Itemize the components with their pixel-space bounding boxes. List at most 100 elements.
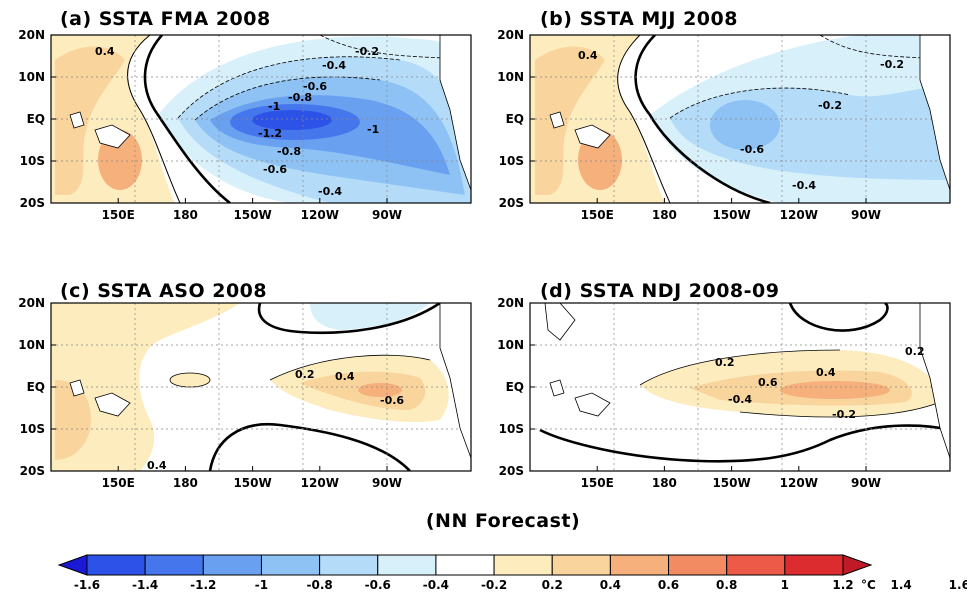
lat-tick-label: 10S	[499, 422, 524, 436]
colorbar-arrow-right	[842, 554, 873, 576]
panel-a-contour-label: -0.6	[263, 163, 287, 176]
colorbar-label: -0.2	[481, 578, 507, 592]
lat-tick-label: 20N	[497, 296, 524, 310]
lat-tick-label: EQ	[27, 380, 45, 394]
panel-a-contour-label: -0.4	[322, 59, 346, 72]
lon-tick-label: 120W	[301, 208, 339, 222]
lat-tick-label: EQ	[506, 380, 524, 394]
lon-tick-label: 150E	[102, 476, 135, 490]
colorbar-box	[86, 554, 146, 576]
colorbar-box	[435, 554, 495, 576]
lat-tick-label: 10S	[20, 422, 45, 436]
panel-c-contour-label: 0.2	[295, 368, 315, 381]
panel-c-contour-label: 0.4	[147, 459, 167, 472]
colorbar-box	[493, 554, 553, 576]
colorbar-box	[551, 554, 611, 576]
panel-c-contour-label: 0.4	[335, 370, 355, 383]
panel-b-contour-label: -0.2	[818, 99, 842, 112]
colorbar-label: -0.4	[423, 578, 449, 592]
panel-d-contour-label: 0.2	[715, 356, 735, 369]
colorbar: -1.6 -1.4 -1.2 -1 -0.8 -0.6 -0.4 -0.2 0.2 0.4 0.6 0…	[57, 554, 967, 592]
panel-d-contour-label: -0.2	[832, 408, 856, 421]
lon-tick-label: 180	[652, 476, 677, 490]
lat-tick-label: 10N	[497, 70, 524, 84]
panel-a-contour-label: -0.8	[277, 145, 301, 158]
panel-d-contour-label: 0.6	[758, 376, 778, 389]
lon-tick-label: 150E	[581, 208, 614, 222]
lon-tick-label: 180	[652, 208, 677, 222]
figure-caption: (NN Forecast)	[426, 510, 580, 532]
panel-c-title: (c) SSTA ASO 2008	[60, 280, 267, 302]
colorbar-label: 0.8	[716, 578, 737, 592]
panel-a-contour-label: -1.2	[258, 127, 282, 140]
panel-a: (a) SSTA FMA 2008	[50, 8, 472, 204]
colorbar-label: -1.4	[132, 578, 158, 592]
lat-tick-label: 10S	[499, 154, 524, 168]
colorbar-box	[202, 554, 262, 576]
lon-tick-label: 120W	[780, 476, 818, 490]
panel-b-title: (b) SSTA MJJ 2008	[540, 8, 738, 30]
lat-tick-label: 20N	[497, 28, 524, 42]
panel-a-contour-label: 0.4	[95, 45, 115, 58]
lon-tick-label: 120W	[780, 208, 818, 222]
colorbar-label: 0.2	[542, 578, 563, 592]
lon-tick-label: 150W	[712, 208, 750, 222]
colorbar-label: 1	[781, 578, 789, 592]
panel-a-contour-label: -1	[268, 100, 280, 113]
lon-tick-label: 120W	[301, 476, 339, 490]
panel-d-contour-label: 0.4	[816, 366, 836, 379]
colorbar-label: -0.8	[306, 578, 332, 592]
lat-tick-label: EQ	[27, 112, 45, 126]
panel-a-contour-label: -1	[367, 123, 379, 136]
panel-d-contour-label: -0.4	[728, 393, 752, 406]
lon-tick-label: 150E	[581, 476, 614, 490]
lon-tick-label: 90W	[851, 476, 881, 490]
lat-tick-label: 10N	[497, 338, 524, 352]
lat-tick-label: 20S	[499, 196, 524, 210]
panel-b-contour-label: -0.2	[880, 58, 904, 71]
panel-b-contour-label: 0.4	[578, 49, 598, 62]
panel-a-title: (a) SSTA FMA 2008	[60, 8, 271, 30]
colorbar-label: 0.6	[658, 578, 679, 592]
panel-a-contour-label: -0.8	[288, 91, 312, 104]
lat-tick-label: EQ	[506, 112, 524, 126]
lon-tick-label: 150W	[712, 476, 750, 490]
lon-tick-label: 90W	[372, 208, 402, 222]
panel-b-contour-label: -0.4	[792, 179, 816, 192]
lat-tick-label: 20N	[18, 28, 45, 42]
lon-tick-label: 180	[173, 208, 198, 222]
colorbar-label: -0.6	[365, 578, 391, 592]
lat-tick-label: 20S	[20, 464, 45, 478]
colorbar-box	[144, 554, 204, 576]
panel-d-title: (d) SSTA NDJ 2008-09	[540, 280, 779, 302]
colorbar-box	[260, 554, 321, 576]
colorbar-box	[784, 554, 844, 576]
lat-tick-label: 10S	[20, 154, 45, 168]
panel-a-contour-label: -0.2	[355, 45, 379, 58]
lon-tick-label: 90W	[372, 476, 402, 490]
lon-tick-label: 90W	[851, 208, 881, 222]
colorbar-label: 1.6	[949, 578, 967, 592]
lat-tick-label: 20N	[18, 296, 45, 310]
lon-tick-label: 150W	[233, 208, 271, 222]
panel-a-contour-label: -0.4	[318, 185, 342, 198]
colorbar-label: -1	[255, 578, 268, 592]
panel-b-contour-label: -0.6	[740, 143, 764, 156]
colorbar-box	[609, 554, 670, 576]
panel-a-contour-label: -0.6	[303, 80, 327, 93]
colorbar-box	[668, 554, 728, 576]
lon-tick-label: 150E	[102, 208, 135, 222]
colorbar-label: -1.6	[74, 578, 100, 592]
panel-d: (d) SSTA NDJ 2008-09 0.2 0.4 0.6	[529, 280, 951, 472]
colorbar-arrow-left	[57, 554, 88, 576]
lat-tick-label: 20S	[499, 464, 524, 478]
panel-b: (b) SSTA MJJ 2008 0.4 -0.2	[529, 8, 951, 204]
lat-tick-label: 10N	[18, 338, 45, 352]
colorbar-box	[726, 554, 786, 576]
colorbar-box	[319, 554, 379, 576]
lon-tick-label: 180	[173, 476, 198, 490]
colorbar-label: 1.2	[832, 578, 853, 592]
panel-c: (c) SSTA ASO 2008 0.4 0.2	[50, 280, 472, 472]
colorbar-box	[377, 554, 437, 576]
